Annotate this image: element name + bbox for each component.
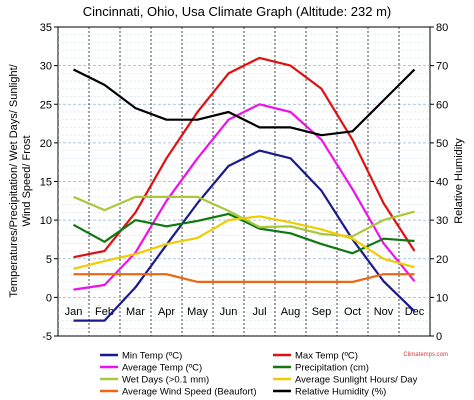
right-tick-label: 60	[436, 99, 448, 111]
legend-item: Precipitation (cm)	[273, 363, 369, 374]
right-tick-label: 70	[436, 61, 448, 73]
legend-label: Average Wind Speed (Beaufort)	[122, 387, 256, 398]
left-tick-label: 35	[40, 22, 52, 34]
right-axis: 0 10 20 30 40 50 60 70 80	[430, 22, 448, 343]
x-tick-label: Jun	[220, 306, 238, 318]
x-tick-label: Jul	[252, 306, 266, 318]
right-tick-label: 10	[436, 292, 448, 304]
right-axis-label: Relative Humidity	[453, 138, 465, 224]
x-tick-label: Jan	[65, 306, 83, 318]
legend-item: Min Temp (ºC)	[100, 351, 182, 362]
left-tick-label: 25	[40, 99, 52, 111]
x-axis-labels: Jan Feb Mar Apr May Jun Jul Aug Sep Oct Nov Dec	[65, 306, 425, 318]
x-tick-label: May	[187, 306, 208, 318]
series-line	[73, 56, 416, 259]
legend-item: Relative Humidity (%)	[273, 387, 386, 398]
x-tick-label: Mar	[126, 306, 145, 318]
legend-label: Min Temp (ºC)	[122, 351, 182, 362]
x-tick-label: Nov	[374, 306, 394, 318]
legend-label: Max Temp (ºC)	[295, 351, 358, 362]
series-line	[73, 273, 415, 283]
series	[72, 56, 416, 322]
left-tick-label: 30	[40, 61, 52, 73]
legend: Min Temp (ºC) Max Temp (ºC) Average Temp (…	[100, 351, 418, 398]
left-tick-label: 5	[46, 254, 52, 266]
right-tick-label: 80	[436, 22, 448, 34]
left-tick-label: -5	[42, 331, 52, 343]
x-tick-label: Oct	[344, 306, 361, 318]
x-tick-label: Apr	[158, 306, 175, 318]
left-tick-label: 0	[46, 292, 52, 304]
series-line	[73, 103, 416, 291]
legend-label: Precipitation (cm)	[295, 363, 369, 374]
month-dividers	[88, 27, 400, 336]
x-tick-label: Dec	[405, 306, 425, 318]
x-tick-label: Aug	[281, 306, 301, 318]
chart-title: Cincinnati, Ohio, Usa Climate Graph (Alt…	[83, 4, 392, 19]
left-axis-label-line2: Wind Speed/ Frost	[21, 135, 33, 226]
right-tick-label: 40	[436, 177, 448, 189]
series-line	[72, 212, 415, 255]
right-tick-label: 0	[436, 331, 442, 343]
legend-label: Average Temp (ºC)	[122, 363, 202, 374]
left-axis-label-line1: Temperatures/Precipitation/ Wet Days/ Su…	[8, 63, 20, 297]
right-tick-label: 20	[436, 254, 448, 266]
left-tick-label: 10	[40, 215, 52, 227]
x-tick-label: Sep	[312, 306, 332, 318]
legend-item: Wet Days (>0.1 mm)	[100, 375, 209, 386]
legend-item: Average Sunlight Hours/ Day	[273, 375, 418, 386]
legend-item: Max Temp (ºC)	[273, 351, 358, 362]
legend-item: Average Wind Speed (Beaufort)	[100, 387, 256, 398]
series-line	[73, 215, 415, 270]
legend-item: Average Temp (ºC)	[100, 363, 202, 374]
legend-label: Wet Days (>0.1 mm)	[122, 375, 209, 386]
right-tick-label: 30	[436, 215, 448, 227]
watermark: Climatemps.com	[403, 352, 448, 358]
legend-label: Relative Humidity (%)	[295, 387, 386, 398]
right-tick-label: 50	[436, 138, 448, 150]
legend-label: Average Sunlight Hours/ Day	[295, 375, 418, 386]
left-tick-label: 15	[40, 177, 52, 189]
series-line	[73, 149, 416, 322]
series-line	[73, 68, 416, 137]
left-tick-label: 20	[40, 138, 52, 150]
left-axis: -5 0 5 10 15 20 25 30 35	[40, 22, 58, 343]
